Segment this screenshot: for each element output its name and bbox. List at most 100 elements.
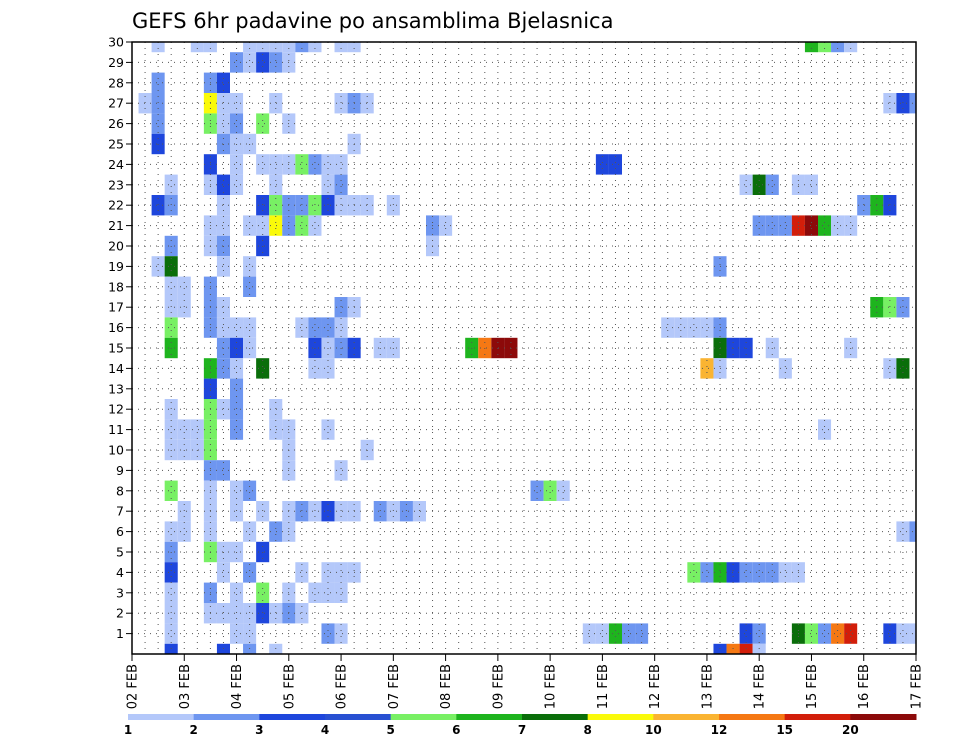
heatmap-cell xyxy=(295,195,309,216)
heatmap-cell xyxy=(386,501,400,522)
grid-lines xyxy=(132,42,916,654)
heatmap-cell xyxy=(230,480,244,501)
legend-swatch xyxy=(193,714,260,720)
heatmap-cell xyxy=(216,358,230,379)
heatmap-cell xyxy=(321,358,335,379)
heatmap-cell xyxy=(883,297,897,318)
heatmap-cell xyxy=(334,174,348,195)
legend-label: 1 xyxy=(124,723,132,737)
y-tick-label: 11 xyxy=(108,422,124,437)
heatmap-cell xyxy=(804,174,818,195)
heatmap-cell xyxy=(216,195,230,216)
heatmap-cell xyxy=(164,603,178,624)
heatmap-cell xyxy=(321,501,335,522)
legend-label: 4 xyxy=(321,723,329,737)
y-tick-label: 27 xyxy=(108,96,124,111)
heatmap-cell xyxy=(230,582,244,603)
y-tick-label: 19 xyxy=(108,259,124,274)
heatmap-cell xyxy=(321,317,335,338)
heatmap-cell xyxy=(216,603,230,624)
heatmap-cell xyxy=(700,317,714,338)
heatmap-cell xyxy=(308,582,322,603)
heatmap-cell xyxy=(386,195,400,216)
heatmap-cell xyxy=(243,52,257,73)
heatmap-cell xyxy=(164,297,178,318)
heatmap-cell xyxy=(595,154,609,175)
heatmap-cell xyxy=(230,419,244,440)
y-tick-label: 24 xyxy=(108,157,124,172)
heatmap-cell xyxy=(334,562,348,583)
heatmap-cell xyxy=(190,42,204,53)
heatmap-cell xyxy=(216,399,230,420)
heatmap-cell xyxy=(295,317,309,338)
heatmap-cell xyxy=(556,480,570,501)
heatmap-cell xyxy=(269,174,283,195)
heatmap-cell xyxy=(896,623,910,644)
x-tick-label: 03 FEB xyxy=(178,664,193,709)
heatmap-cell xyxy=(230,378,244,399)
heatmap-cell xyxy=(896,93,910,114)
y-tick-label: 10 xyxy=(108,443,124,458)
heatmap-cell xyxy=(269,154,283,175)
heatmap-cell xyxy=(295,215,309,236)
y-axis-ticks: 1234567891011121314151617181920212223242… xyxy=(108,35,132,641)
heatmap-cell xyxy=(177,276,191,297)
legend-label: 12 xyxy=(711,723,728,737)
heatmap-cell xyxy=(804,215,818,236)
heatmap-cell xyxy=(269,52,283,73)
heatmap-cell xyxy=(230,154,244,175)
y-tick-label: 17 xyxy=(108,300,124,315)
heatmap-cell xyxy=(190,419,204,440)
heatmap-cell xyxy=(269,195,283,216)
heatmap-cell xyxy=(308,501,322,522)
heatmap-cell xyxy=(373,501,387,522)
heatmap-cell xyxy=(269,399,283,420)
heatmap-cell xyxy=(256,582,270,603)
heatmap-cell xyxy=(164,419,178,440)
heatmap-cell xyxy=(164,562,178,583)
heatmap-cell xyxy=(295,603,309,624)
heatmap-cell xyxy=(334,460,348,481)
heatmap-cell xyxy=(295,154,309,175)
heatmap-cell xyxy=(164,195,178,216)
heatmap-cell xyxy=(321,154,335,175)
heatmap-cell xyxy=(164,521,178,542)
y-tick-label: 7 xyxy=(116,504,124,519)
y-tick-label: 25 xyxy=(108,137,124,152)
y-tick-label: 23 xyxy=(108,177,124,192)
heatmap-cell xyxy=(243,256,257,277)
heatmap-cell xyxy=(151,195,165,216)
heatmap-cell xyxy=(778,562,792,583)
heatmap-cell xyxy=(243,562,257,583)
heatmap-cell xyxy=(334,154,348,175)
heatmap-cell xyxy=(321,562,335,583)
heatmap-cell xyxy=(243,276,257,297)
heatmap-cell xyxy=(334,501,348,522)
heatmap-cell xyxy=(334,623,348,644)
x-tick-label: 02 FEB xyxy=(126,664,141,709)
heatmap-cell xyxy=(177,501,191,522)
heatmap-cell xyxy=(818,215,832,236)
heatmap-cell xyxy=(595,623,609,644)
y-tick-label: 2 xyxy=(116,606,124,621)
heatmap-cell xyxy=(269,521,283,542)
legend-swatch xyxy=(456,714,523,720)
heatmap-cell xyxy=(726,562,740,583)
heatmap-cell xyxy=(321,174,335,195)
legend-label: 6 xyxy=(452,723,460,737)
heatmap-cell xyxy=(608,154,622,175)
heatmap-cell xyxy=(308,42,322,53)
heatmap-cell xyxy=(256,195,270,216)
heatmap-cell xyxy=(216,562,230,583)
heatmap-cell xyxy=(412,501,426,522)
heatmap-cell xyxy=(230,113,244,134)
x-tick-label: 08 FEB xyxy=(439,664,454,709)
heatmap-cell xyxy=(739,174,753,195)
heatmap-cell xyxy=(216,297,230,318)
x-tick-label: 14 FEB xyxy=(753,664,768,709)
heatmap-cell xyxy=(256,52,270,73)
heatmap-cell xyxy=(177,419,191,440)
heatmap-cell xyxy=(543,480,557,501)
heatmap-cell xyxy=(399,501,413,522)
